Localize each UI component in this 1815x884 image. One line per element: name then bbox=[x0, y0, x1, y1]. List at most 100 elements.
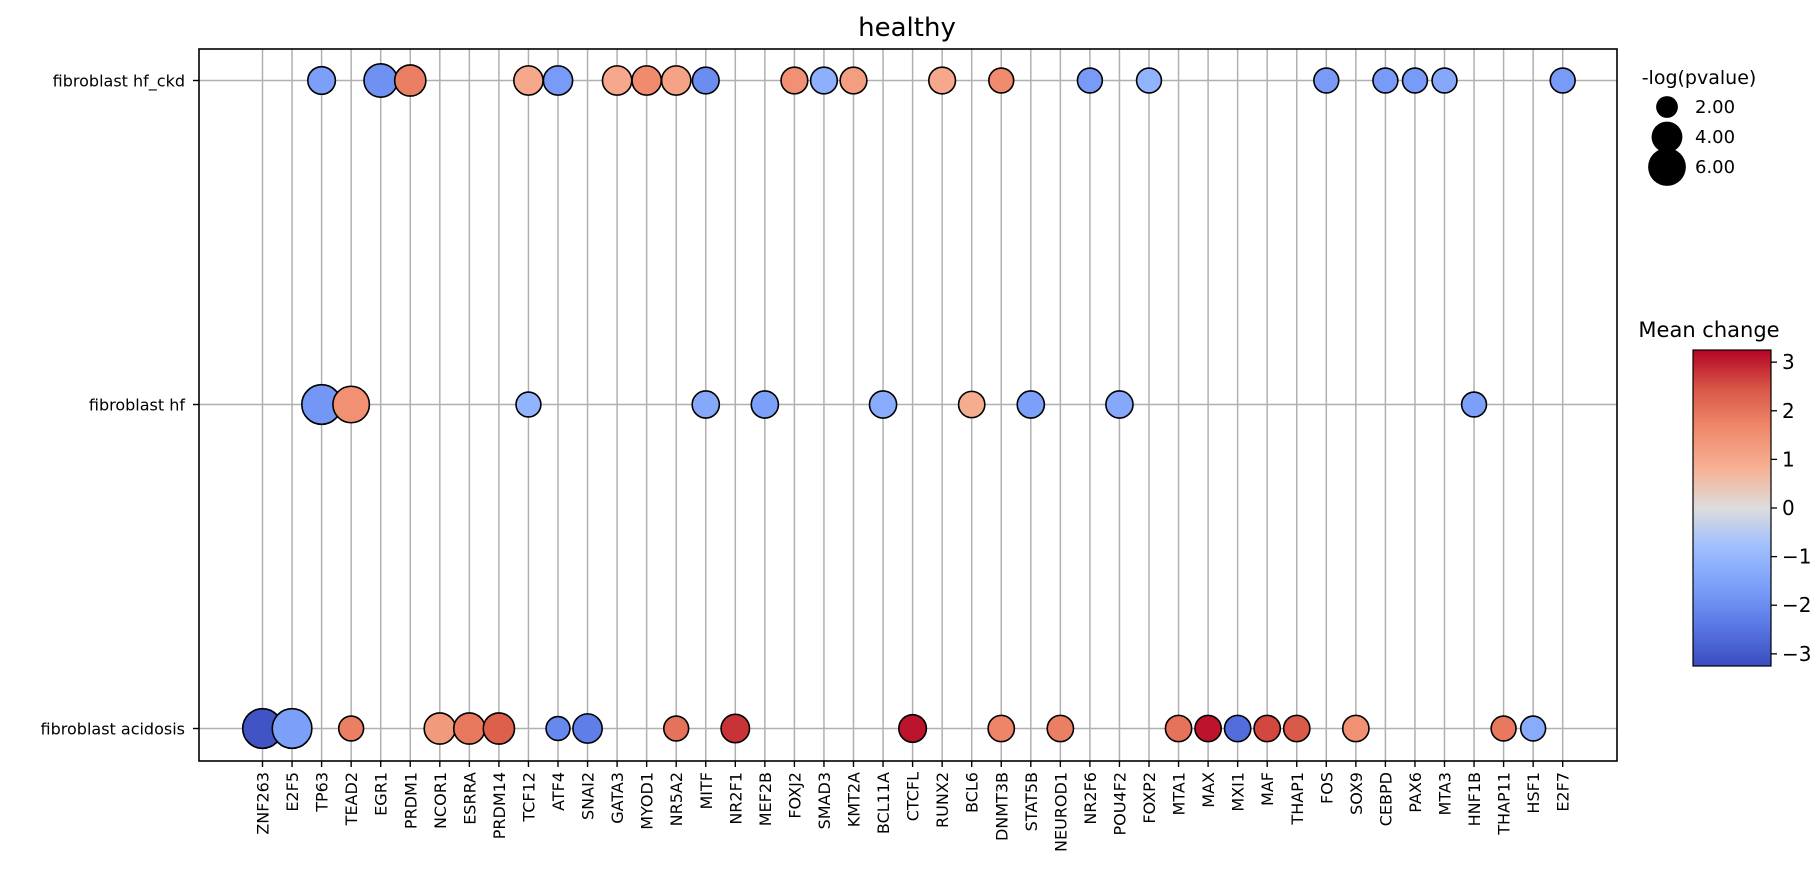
dot-fibroblast-acidosis-ncor1 bbox=[423, 712, 457, 745]
dot-fibroblast-acidosis-mta1 bbox=[1164, 714, 1193, 743]
x-tick-label: FOXP2 bbox=[1140, 772, 1159, 824]
x-tick-label: THAP1 bbox=[1288, 772, 1307, 826]
x-tick-label: FOS bbox=[1317, 772, 1336, 804]
x-tick-label: BCL11A bbox=[874, 772, 893, 834]
x-tick-label: MAX bbox=[1199, 772, 1218, 808]
dot-fibroblast-acidosis-e2f5 bbox=[271, 707, 313, 750]
x-tick-label: ATF4 bbox=[549, 772, 568, 811]
size-legend-marker bbox=[1648, 148, 1686, 186]
x-tick-label: E2F5 bbox=[283, 772, 302, 812]
dot-fibroblast-acidosis-thap1 bbox=[1282, 714, 1311, 743]
x-tick-label: NR2F1 bbox=[726, 772, 745, 825]
x-axis: ZNF263 E2F5 TP63 TEAD2 EGR1 PRDM1 NCOR1 ESRRA PR… bbox=[254, 761, 1573, 852]
x-tick-label: MTA1 bbox=[1170, 772, 1189, 815]
size-legend: -log(pvalue) 2.00 4.00 6.00 bbox=[1642, 67, 1756, 186]
x-tick-label: RUNX2 bbox=[933, 772, 952, 828]
x-tick-label: CTCFL bbox=[904, 772, 923, 821]
x-tick-label: PRDM14 bbox=[490, 772, 509, 839]
y-tick-label: fibroblast hf bbox=[89, 396, 185, 415]
dot-fibroblast-hf-ckd-egr1 bbox=[363, 62, 399, 99]
dot-fibroblast-hf-ckd-foxp2 bbox=[1135, 67, 1163, 94]
dot-fibroblast-acidosis-mxi1 bbox=[1223, 714, 1252, 743]
dot-fibroblast-hf-ckd-gata3 bbox=[601, 65, 633, 96]
dot-fibroblast-hf-mef2b bbox=[750, 390, 780, 419]
colorbar-tick-label: 3 bbox=[1782, 350, 1795, 374]
dot-fibroblast-acidosis-esrra bbox=[452, 712, 486, 745]
dot-fibroblast-hf-ckd-smad3 bbox=[809, 66, 839, 95]
dot-fibroblast-hf-ckd-e2f7 bbox=[1549, 67, 1576, 94]
x-tick-label: MYOD1 bbox=[638, 772, 657, 830]
colorbar-tick-label: −3 bbox=[1782, 642, 1811, 666]
dot-fibroblast-hf-ckd-kmt2a bbox=[839, 66, 868, 95]
size-legend-marker bbox=[1656, 96, 1678, 118]
x-tick-label: PAX6 bbox=[1406, 772, 1425, 813]
dot-fibroblast-hf-ckd-runx2 bbox=[928, 66, 957, 95]
dot-fibroblast-hf-ckd-fos bbox=[1313, 67, 1340, 94]
dot-fibroblast-acidosis-thap11 bbox=[1490, 715, 1517, 742]
x-tick-label: MXI1 bbox=[1229, 772, 1248, 812]
dot-fibroblast-acidosis-tead2 bbox=[337, 715, 365, 742]
x-tick-label: NEUROD1 bbox=[1051, 772, 1070, 852]
dot-fibroblast-hf-ckd-myod1 bbox=[631, 65, 663, 96]
colorbar-gradient bbox=[1692, 349, 1772, 667]
dot-fibroblast-acidosis-maf bbox=[1253, 714, 1282, 743]
dot-fibroblast-hf-ckd-mta3 bbox=[1431, 67, 1458, 94]
dot-fibroblast-acidosis-atf4 bbox=[545, 715, 571, 742]
dot-fibroblast-acidosis-neurod1 bbox=[1046, 714, 1075, 743]
dot-fibroblast-hf-hnf1b bbox=[1460, 391, 1488, 418]
x-tick-label: MITF bbox=[697, 772, 716, 810]
dot-fibroblast-hf-ckd-pax6 bbox=[1401, 67, 1429, 94]
dot-fibroblast-hf-pou4f2 bbox=[1105, 390, 1134, 419]
x-tick-label: FOXJ2 bbox=[785, 772, 804, 819]
size-legend-label: 2.00 bbox=[1695, 97, 1735, 118]
x-tick-label: MAF bbox=[1258, 772, 1277, 806]
x-tick-label: SNAI2 bbox=[579, 772, 598, 820]
colorbar-tick-label: 0 bbox=[1782, 496, 1795, 520]
colorbar-tick-label: 1 bbox=[1782, 447, 1795, 471]
x-tick-label: NR5A2 bbox=[667, 772, 686, 826]
dot-fibroblast-hf-bcl6 bbox=[957, 390, 986, 419]
x-tick-label: TCF12 bbox=[519, 772, 538, 823]
dot-fibroblast-acidosis-ctcfl bbox=[898, 713, 928, 744]
dot-fibroblast-acidosis-snai2 bbox=[572, 713, 603, 744]
y-axis: fibroblast hf_ckd fibroblast hf fibroblast… bbox=[41, 72, 199, 739]
x-tick-label: BCL6 bbox=[963, 772, 982, 813]
x-tick-label: EGR1 bbox=[372, 772, 391, 816]
y-tick-label: fibroblast acidosis bbox=[41, 720, 185, 739]
colorbar-tick-label: −1 bbox=[1782, 545, 1811, 569]
dots-layer bbox=[241, 62, 1576, 750]
colorbar-tick-label: −2 bbox=[1782, 593, 1811, 617]
x-tick-label: DNMT3B bbox=[992, 772, 1011, 841]
colorbar: Mean change 3 2 1 0 −1 −2 −3 bbox=[1638, 318, 1811, 667]
x-tick-label: MTA3 bbox=[1436, 772, 1455, 815]
dot-fibroblast-hf-mitf bbox=[691, 390, 721, 419]
dot-fibroblast-acidosis-dnmt3b bbox=[987, 714, 1016, 743]
size-legend-marker bbox=[1651, 121, 1683, 153]
x-tick-label: KMT2A bbox=[845, 772, 864, 827]
dot-fibroblast-hf-tcf12 bbox=[515, 391, 542, 418]
x-tick-label: CEBPD bbox=[1376, 772, 1395, 826]
x-tick-label: THAP11 bbox=[1495, 772, 1514, 836]
dot-fibroblast-acidosis-nr2f1 bbox=[720, 713, 751, 744]
x-tick-label: TP63 bbox=[313, 772, 332, 813]
colorbar-tick-label: 2 bbox=[1782, 399, 1795, 423]
x-tick-label: NCOR1 bbox=[431, 772, 450, 829]
x-tick-label: HSF1 bbox=[1524, 772, 1543, 814]
x-tick-label: ZNF263 bbox=[254, 772, 273, 835]
dot-fibroblast-acidosis-prdm14 bbox=[482, 712, 516, 745]
colorbar-title: Mean change bbox=[1638, 318, 1779, 342]
dot-fibroblast-hf-bcl11a bbox=[868, 390, 898, 419]
dot-fibroblast-acidosis-hsf1 bbox=[1519, 715, 1547, 742]
dot-fibroblast-hf-ckd-tcf12 bbox=[513, 65, 544, 96]
x-tick-label: NR2F6 bbox=[1081, 772, 1100, 825]
x-tick-label: TEAD2 bbox=[342, 772, 361, 826]
x-tick-label: SOX9 bbox=[1347, 772, 1366, 815]
x-tick-label: GATA3 bbox=[608, 772, 627, 824]
x-tick-label: STAT5B bbox=[1022, 772, 1041, 831]
size-legend-label: 4.00 bbox=[1695, 127, 1735, 148]
dot-fibroblast-acidosis-sox9 bbox=[1341, 714, 1370, 743]
x-tick-label: MEF2B bbox=[756, 772, 775, 826]
dot-fibroblast-hf-ckd-nr2f6 bbox=[1076, 67, 1104, 94]
